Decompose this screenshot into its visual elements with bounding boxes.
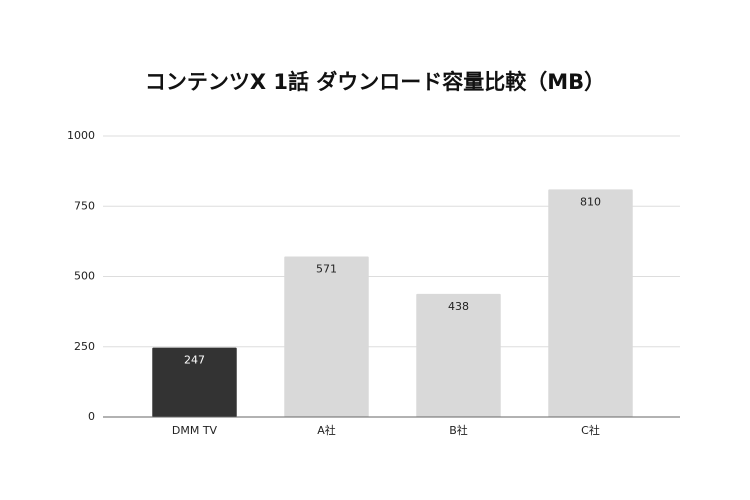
x-tick-label: B社: [449, 423, 468, 437]
bar: [152, 347, 237, 417]
bar: [548, 189, 633, 417]
y-tick-label: 250: [74, 340, 95, 353]
chart-title: コンテンツX 1話 ダウンロード容量比較（MB）: [145, 70, 605, 94]
y-tick-label: 500: [74, 270, 95, 283]
x-tick-label: C社: [581, 423, 600, 437]
data-label: 247: [184, 354, 205, 367]
x-tick-label: A社: [317, 423, 336, 437]
data-label: 438: [448, 300, 469, 313]
bar: [284, 256, 369, 417]
data-label: 571: [316, 263, 337, 276]
y-tick-label: 0: [88, 410, 95, 423]
y-tick-label: 1000: [67, 129, 95, 142]
data-label: 810: [580, 195, 601, 208]
bar: [416, 293, 501, 417]
x-tick-label: DMM TV: [172, 424, 218, 437]
y-tick-label: 750: [74, 199, 95, 212]
